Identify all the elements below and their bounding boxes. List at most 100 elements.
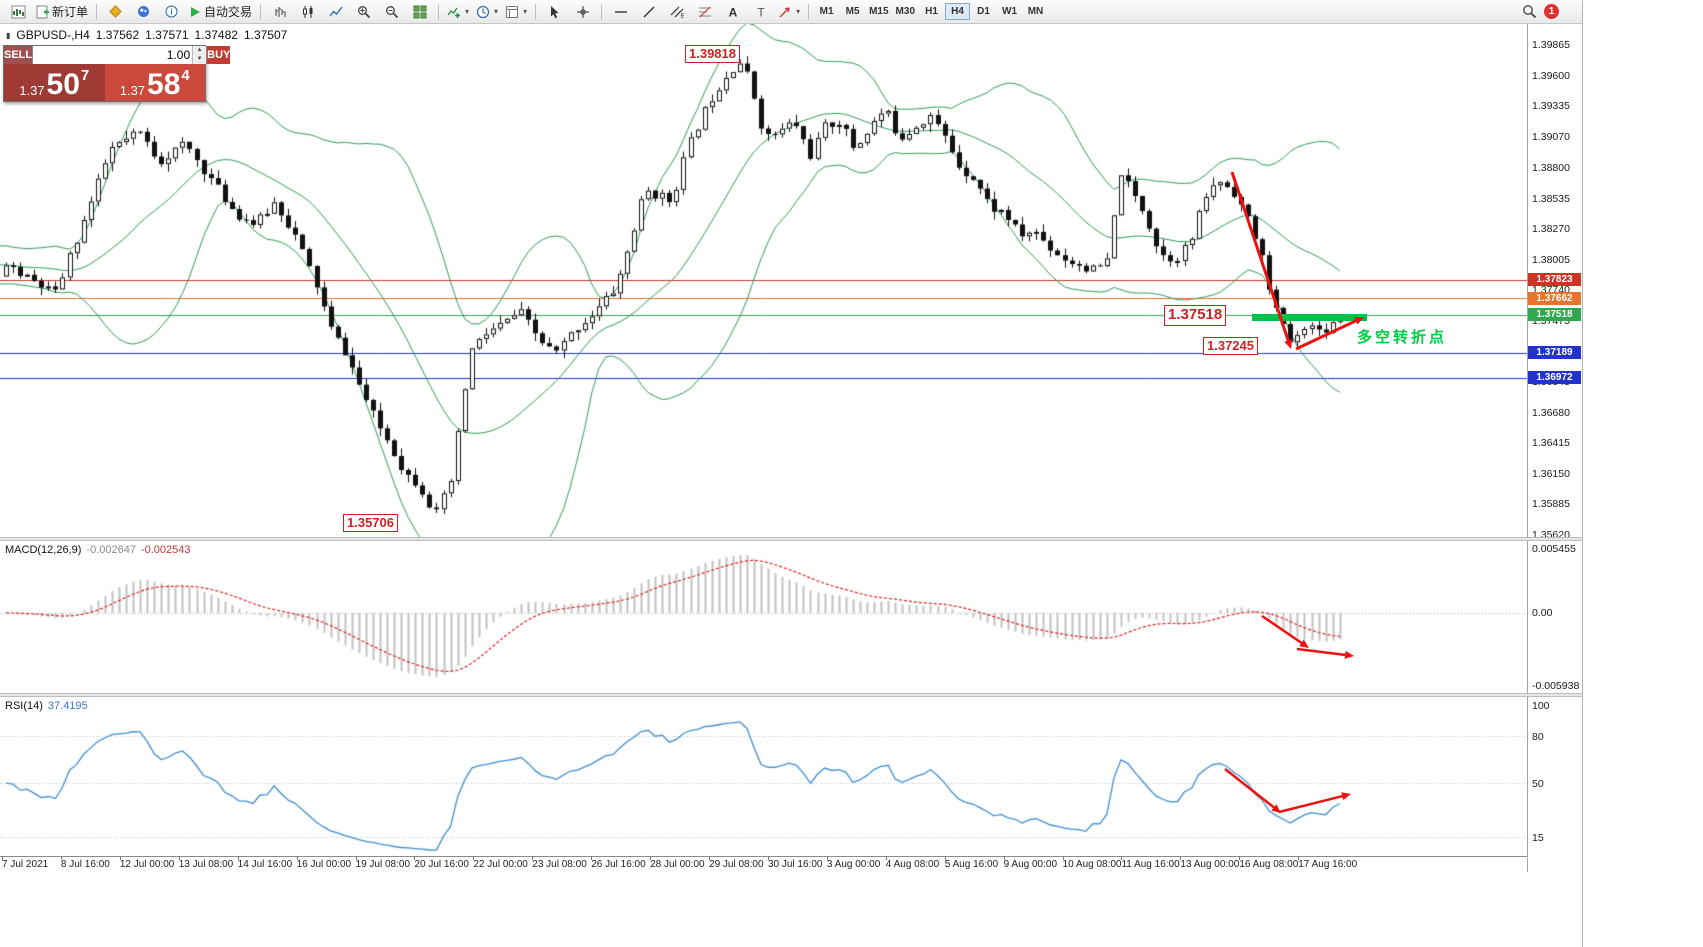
zoom-out-icon[interactable] <box>378 2 405 22</box>
time-axis-label: 10 Aug 08:00 <box>1062 859 1122 870</box>
price-line-tag[interactable]: 1.37823 <box>1528 273 1581 287</box>
price-annotation-label[interactable]: 1.39818 <box>685 45 740 64</box>
svg-text:E: E <box>680 13 684 19</box>
macd-signal-value: -0.002543 <box>140 544 191 556</box>
price-axis-label: 1.38005 <box>1532 253 1570 266</box>
buy-price-big: 58 <box>147 68 181 102</box>
time-axis-tick <box>532 856 534 860</box>
price-axis-label: 1.39070 <box>1532 130 1570 143</box>
periods-icon[interactable]: ▾ <box>473 2 501 22</box>
volume-input[interactable] <box>33 46 193 64</box>
timeframe-h4[interactable]: H4 <box>945 3 970 20</box>
chevron-down-icon: ▾ <box>796 7 801 16</box>
time-axis-tick <box>1003 856 1005 860</box>
new-order-label: 新订单 <box>52 5 89 19</box>
svg-text:A: A <box>728 5 737 19</box>
timeframe-d1[interactable]: D1 <box>977 6 990 17</box>
toolbar-separator <box>260 3 262 20</box>
rsi-axis-label: 100 <box>1532 700 1550 712</box>
toolbar-separator <box>438 3 440 20</box>
indicators-icon[interactable]: ▾ <box>444 2 472 22</box>
autotrade-button[interactable]: 自动交易 <box>186 2 255 22</box>
autotrade-play-icon <box>191 6 201 17</box>
cursor-icon[interactable] <box>541 2 568 22</box>
macd-canvas[interactable] <box>0 541 1527 693</box>
autotrade-label: 自动交易 <box>204 5 253 19</box>
time-axis-label: 23 Jul 08:00 <box>532 859 587 870</box>
timeframe-m1[interactable]: M1 <box>819 6 834 17</box>
price-line-tag[interactable]: 1.37189 <box>1528 346 1581 360</box>
info-icon[interactable]: i <box>158 2 185 22</box>
time-axis-tick <box>473 856 475 860</box>
candle-chart-icon[interactable] <box>294 2 321 22</box>
volume-field: ▲ ▼ <box>32 46 208 64</box>
time-axis-tick <box>355 856 357 860</box>
channel-tool-icon[interactable]: E <box>663 2 690 22</box>
price-line-tag[interactable]: 1.36972 <box>1528 371 1581 385</box>
bar-chart-icon[interactable] <box>266 2 293 22</box>
sell-button[interactable]: SELL <box>4 46 33 64</box>
sell-price-panel[interactable]: 1.37 50 7 <box>4 64 105 101</box>
new-order-button[interactable]: 新订单 <box>33 2 91 22</box>
timeframe-h1[interactable]: H1 <box>925 6 938 17</box>
label-tool-icon[interactable]: T <box>747 2 774 22</box>
time-axis[interactable] <box>0 856 1527 873</box>
turning-point-note[interactable]: 多空转折点 <box>1357 329 1448 346</box>
timeframe-m15[interactable]: M15 <box>869 6 889 17</box>
volume-decrease-button[interactable]: ▼ <box>193 55 207 64</box>
horizontal-line-tool-icon[interactable] <box>607 2 634 22</box>
timeframe-m5[interactable]: M5 <box>845 6 860 17</box>
crosshair-icon[interactable] <box>569 2 596 22</box>
macd-axis-label: 0.005455 <box>1532 543 1576 555</box>
price-axis-label: 1.38535 <box>1532 192 1570 205</box>
price-annotation-label[interactable]: 1.37518 <box>1164 305 1227 326</box>
volume-increase-button[interactable]: ▲ <box>193 46 207 55</box>
time-axis-tick <box>767 856 769 860</box>
price-open: 1.37562 <box>95 28 140 42</box>
time-axis-label: 30 Jul 16:00 <box>767 859 823 870</box>
time-axis-label: 26 Jul 16:00 <box>591 859 646 870</box>
buy-button[interactable]: BUY <box>207 46 231 64</box>
rsi-canvas[interactable] <box>0 697 1527 856</box>
timeframe-w1[interactable]: W1 <box>1002 6 1017 17</box>
chevron-down-icon: ▾ <box>523 7 528 16</box>
price-high: 1.37571 <box>145 28 189 42</box>
notification-badge[interactable]: 1 <box>1544 4 1559 19</box>
price-line-tag[interactable]: 1.37518 <box>1528 308 1581 322</box>
timeframe-m30[interactable]: M30 <box>895 6 915 17</box>
main-chart-canvas[interactable] <box>0 24 1527 537</box>
time-axis-label: 19 Jul 08:00 <box>355 859 411 870</box>
search-icon[interactable] <box>1516 2 1543 22</box>
time-axis-tick <box>826 856 828 860</box>
time-axis-label: 29 Jul 08:00 <box>709 859 764 870</box>
time-axis-tick <box>237 856 239 860</box>
price-annotation-label[interactable]: 1.35706 <box>343 514 398 533</box>
toolbar-separator <box>535 3 537 20</box>
time-axis-tick <box>944 856 946 860</box>
buy-price-panel[interactable]: 1.37 58 4 <box>104 64 205 102</box>
price-axis-label: 1.39865 <box>1532 39 1570 51</box>
time-axis-tick <box>2 856 3 860</box>
price-annotation-label[interactable]: 1.37245 <box>1203 337 1258 356</box>
panel-splitter[interactable] <box>0 693 1582 697</box>
time-axis-tick <box>885 856 887 860</box>
zoom-in-icon[interactable] <box>350 2 377 22</box>
community-icon[interactable] <box>130 2 157 22</box>
time-axis-label: 5 Aug 16:00 <box>944 859 999 870</box>
time-axis-label: 4 Aug 08:00 <box>885 859 940 870</box>
text-tool-icon[interactable]: A <box>719 2 746 22</box>
fibonacci-tool-icon[interactable] <box>691 2 718 22</box>
mql-icon[interactable] <box>102 2 129 22</box>
time-axis-label: 3 Aug 00:00 <box>826 859 881 870</box>
price-axis-label: 1.39335 <box>1532 100 1570 113</box>
templates-icon[interactable]: ▾ <box>502 2 530 22</box>
new-chart-icon[interactable] <box>5 2 32 22</box>
trendline-tool-icon[interactable] <box>635 2 662 22</box>
tile-windows-icon[interactable] <box>406 2 433 22</box>
arrow-tool-icon[interactable]: ▾ <box>775 2 803 22</box>
time-axis-label: 9 Aug 00:00 <box>1003 859 1058 870</box>
panel-splitter[interactable] <box>0 537 1582 541</box>
line-chart-icon[interactable] <box>322 2 349 22</box>
timeframe-mn[interactable]: MN <box>1027 6 1044 17</box>
price-line-tag[interactable]: 1.37662 <box>1528 291 1581 305</box>
